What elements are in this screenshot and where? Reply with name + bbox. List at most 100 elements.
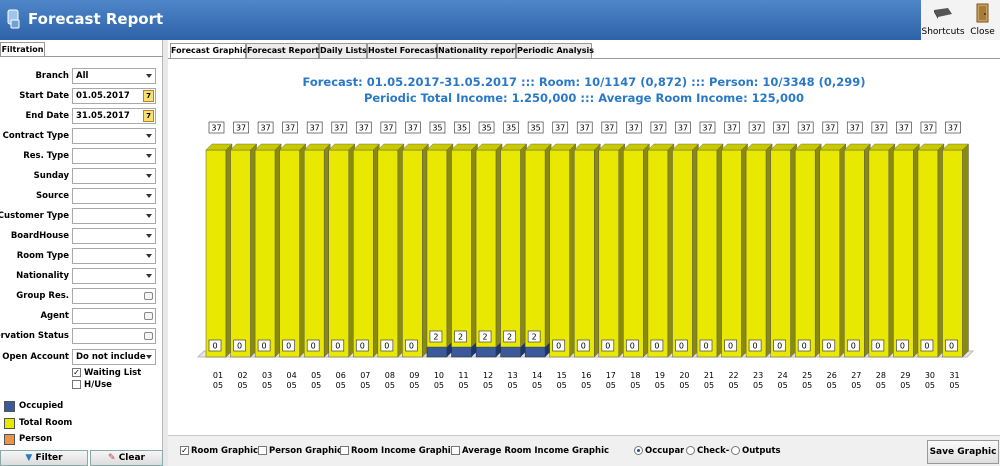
bar-value-box	[282, 121, 299, 134]
x-tick-month: 05	[728, 381, 738, 390]
close-button[interactable]: Close	[965, 0, 1000, 40]
filter-select[interactable]	[72, 188, 156, 204]
filter-select[interactable]	[72, 128, 156, 144]
tab-nationality-report[interactable]: Nationality report	[437, 43, 519, 58]
filter-value: 31.05.2017	[76, 111, 130, 121]
checkbox-icon[interactable]	[451, 446, 460, 455]
date-field[interactable]: 31.05.2017 7	[72, 108, 156, 124]
chevron-down-icon[interactable]	[146, 134, 152, 138]
filter-select[interactable]: All	[72, 68, 156, 84]
occupied-value-label: 0	[384, 342, 389, 351]
tab-filtration[interactable]: Filtration	[0, 42, 45, 56]
graphic-option-checkbox[interactable]: Room Income Graphic	[340, 446, 456, 458]
chevron-down-icon[interactable]	[146, 174, 152, 178]
radio-icon[interactable]	[634, 446, 643, 455]
mode-radio[interactable]: Check-i	[686, 446, 730, 458]
ellipsis-icon[interactable]	[144, 332, 153, 340]
panel-splitter[interactable]	[163, 40, 168, 466]
filter-select[interactable]: Do not include	[72, 349, 156, 365]
ellipsis-icon[interactable]	[144, 292, 153, 300]
radio-icon[interactable]	[731, 446, 740, 455]
close-label: Close	[970, 27, 995, 37]
tab-forecast-graphic[interactable]: Forecast Graphic	[170, 43, 247, 58]
bar-total-room-top	[205, 143, 233, 151]
filter-select[interactable]	[72, 248, 156, 264]
bar-total-room	[475, 149, 497, 348]
checkbox-icon[interactable]	[340, 446, 349, 455]
occupied-value-box	[331, 339, 345, 352]
clear-button[interactable]: ✎ Clear	[90, 450, 163, 466]
x-tick-month: 05	[287, 381, 297, 390]
chevron-down-icon[interactable]	[146, 254, 152, 258]
chevron-down-icon[interactable]	[146, 194, 152, 198]
mode-radio[interactable]: Outputs	[731, 446, 783, 458]
filter-select[interactable]	[72, 208, 156, 224]
ellipsis-icon[interactable]	[144, 312, 153, 320]
legend-label: Occupied	[19, 401, 64, 411]
occupied-value-box	[675, 339, 688, 352]
graphic-option-checkbox[interactable]: ✓ Room Graphic	[180, 446, 258, 458]
filter-label: Open Account	[2, 352, 69, 362]
main-panel: Forecast Graphic Forecast Report Daily Lis…	[168, 40, 1000, 466]
shortcuts-button[interactable]: Shortcuts	[921, 0, 965, 40]
filter-select[interactable]	[72, 168, 156, 184]
save-graphic-button[interactable]: Save Graphic	[927, 440, 999, 464]
waiting-list-checkbox[interactable]: ✓ Waiting List	[72, 368, 162, 380]
chevron-down-icon[interactable]	[146, 355, 152, 359]
calendar-icon[interactable]: 7	[143, 110, 154, 122]
radio-icon[interactable]	[686, 446, 695, 455]
tab-forecast-report[interactable]: Forecast Report	[246, 43, 319, 58]
graphic-option-checkbox[interactable]: Average Room Income Graphic	[451, 446, 609, 458]
date-field[interactable]: 01.05.2017 7	[72, 88, 156, 104]
x-tick-day: 25	[802, 371, 812, 380]
occupied-value-label: 0	[409, 342, 414, 351]
radio-label: Outputs	[742, 446, 781, 456]
bar-value-box	[429, 121, 446, 134]
bar-value-box	[920, 121, 937, 134]
graphic-option-checkbox[interactable]: Person Graphic	[258, 446, 342, 458]
bar-value-box	[650, 121, 667, 134]
filter-select[interactable]	[72, 228, 156, 244]
tab-periodic-analysis[interactable]: Periodic Analysis	[516, 43, 594, 58]
chevron-down-icon[interactable]	[146, 74, 152, 78]
mode-radio[interactable]: Occupar	[634, 446, 684, 458]
checkbox-icon[interactable]: ✓	[180, 446, 189, 455]
lookup-field[interactable]	[72, 328, 156, 344]
checkbox-icon[interactable]	[258, 446, 267, 455]
bar-occupied	[524, 346, 546, 358]
x-tick-month: 05	[237, 381, 247, 390]
occupied-value-label: 2	[532, 333, 537, 342]
forecast-summary-line1: Forecast: 01.05.2017-31.05.2017 ::: Room…	[302, 75, 866, 89]
bar-total-room-top	[917, 143, 945, 151]
calendar-icon[interactable]: 7	[143, 90, 154, 102]
filter-button-label: Filter	[35, 453, 63, 463]
checkbox-icon[interactable]: ✓	[72, 368, 81, 377]
x-tick-day: 08	[385, 371, 395, 380]
bar-total-room	[672, 149, 693, 358]
occupied-value-box	[650, 339, 664, 352]
chevron-down-icon[interactable]	[146, 214, 152, 218]
x-tick-day: 20	[679, 371, 689, 380]
bar-total-room	[647, 149, 669, 358]
bar-value-box	[527, 121, 544, 134]
chevron-down-icon[interactable]	[146, 154, 152, 158]
checkbox-label: Room Graphic	[191, 446, 259, 456]
chevron-down-icon[interactable]	[146, 274, 152, 278]
lookup-field[interactable]	[72, 288, 156, 304]
lookup-field[interactable]	[72, 308, 156, 324]
x-tick-day: 26	[827, 371, 837, 380]
tab-hostel-forecast[interactable]: Hostel Forecast	[367, 43, 438, 58]
bar-value-box	[797, 121, 814, 134]
x-tick-day: 19	[655, 371, 665, 380]
filter-select[interactable]	[72, 148, 156, 164]
x-tick-day: 18	[630, 371, 640, 380]
h-use-checkbox[interactable]: H/Use	[72, 380, 162, 392]
checkbox-icon[interactable]	[72, 380, 81, 389]
filter-select[interactable]	[72, 268, 156, 284]
x-tick-month: 05	[262, 381, 272, 390]
occupied-value-box	[724, 339, 737, 352]
filter-button[interactable]: ▼ Filter	[0, 450, 88, 466]
chevron-down-icon[interactable]	[146, 234, 152, 238]
tab-daily-lists[interactable]: Daily Lists	[319, 43, 367, 58]
occupied-value-box	[233, 339, 246, 352]
